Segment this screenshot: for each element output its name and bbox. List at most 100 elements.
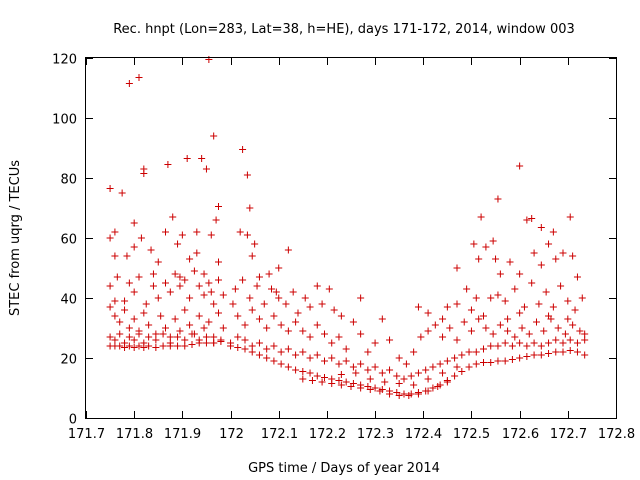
data-point: [578, 294, 586, 302]
x-tick-label: 171.9: [164, 427, 201, 442]
data-point: [460, 318, 468, 326]
data-point: [227, 342, 235, 350]
data-point: [248, 252, 256, 260]
data-point: [321, 330, 328, 338]
data-point: [113, 273, 121, 281]
data-point: [564, 315, 572, 323]
data-point: [325, 285, 333, 293]
y-axis-label: STEC from uqrg / TECUs: [8, 160, 23, 316]
data-point: [487, 342, 495, 350]
data-point: [537, 342, 545, 350]
data-point: [431, 321, 439, 329]
data-point: [268, 285, 275, 293]
data-point: [246, 204, 254, 212]
data-point: [263, 324, 271, 332]
data-point: [248, 306, 256, 314]
data-point: [243, 231, 251, 239]
data-point: [215, 309, 222, 317]
data-point: [364, 366, 372, 374]
data-point: [571, 306, 579, 314]
data-point: [410, 348, 418, 356]
y-tick-label: 100: [52, 113, 77, 128]
data-point: [581, 336, 589, 344]
data-point: [195, 339, 203, 347]
data-point: [569, 321, 577, 329]
data-point: [135, 74, 143, 81]
data-point: [195, 312, 203, 320]
data-point: [210, 333, 218, 341]
data-point: [545, 350, 553, 357]
data-point: [229, 300, 237, 308]
data-point: [545, 339, 553, 347]
data-point: [181, 342, 189, 350]
data-point: [277, 321, 285, 329]
data-point: [106, 282, 114, 290]
data-point: [284, 363, 292, 371]
data-point: [424, 375, 432, 383]
data-point: [465, 348, 473, 356]
data-point: [277, 348, 285, 356]
data-point: [198, 155, 206, 162]
data-point: [472, 360, 480, 368]
data-point: [480, 345, 487, 353]
data-point: [511, 333, 519, 341]
data-point: [573, 339, 581, 347]
data-point: [414, 303, 422, 311]
data-point: [525, 330, 533, 338]
data-point: [465, 363, 473, 371]
data-point: [217, 338, 225, 345]
data-point: [480, 312, 487, 320]
x-tick-label: 172.7: [550, 427, 587, 442]
data-point: [337, 371, 345, 378]
data-point: [111, 312, 119, 320]
data-point: [263, 354, 271, 362]
data-point: [255, 351, 263, 359]
x-tick-label: 171.7: [68, 427, 105, 442]
data-point: [140, 344, 148, 351]
data-point: [130, 336, 138, 344]
data-point: [520, 303, 528, 311]
data-point: [566, 336, 574, 344]
data-point: [193, 249, 201, 257]
data-point: [202, 339, 210, 347]
data-point: [357, 360, 365, 368]
data-point: [443, 303, 451, 311]
data-point: [188, 341, 196, 348]
data-point: [157, 312, 165, 320]
data-point: [219, 291, 227, 299]
data-point: [557, 282, 565, 290]
data-point: [174, 240, 182, 248]
data-point: [306, 333, 314, 341]
data-point: [335, 333, 343, 341]
y-tick-label: 40: [60, 293, 77, 308]
data-point: [451, 354, 459, 362]
data-point: [496, 270, 504, 278]
data-point: [458, 351, 466, 359]
data-point: [501, 297, 509, 305]
data-point: [581, 330, 589, 338]
data-point: [480, 359, 487, 366]
data-point: [545, 312, 553, 320]
data-point: [494, 195, 502, 203]
data-point: [439, 369, 447, 377]
data-point: [111, 252, 119, 260]
data-point: [530, 339, 538, 347]
data-point: [528, 279, 536, 287]
data-point: [188, 330, 196, 338]
data-point: [393, 372, 401, 380]
data-point: [255, 273, 263, 281]
data-point: [467, 327, 475, 335]
data-point: [395, 354, 403, 362]
data-point: [545, 240, 553, 248]
data-point: [395, 392, 403, 399]
data-point: [253, 282, 261, 290]
data-point: [422, 366, 430, 374]
data-point: [424, 387, 432, 395]
data-point: [130, 315, 138, 323]
data-point: [533, 318, 540, 326]
y-tick-label: 80: [60, 173, 77, 188]
data-point: [164, 161, 172, 168]
data-point: [552, 348, 560, 356]
data-point: [487, 294, 495, 302]
data-point: [176, 327, 184, 335]
